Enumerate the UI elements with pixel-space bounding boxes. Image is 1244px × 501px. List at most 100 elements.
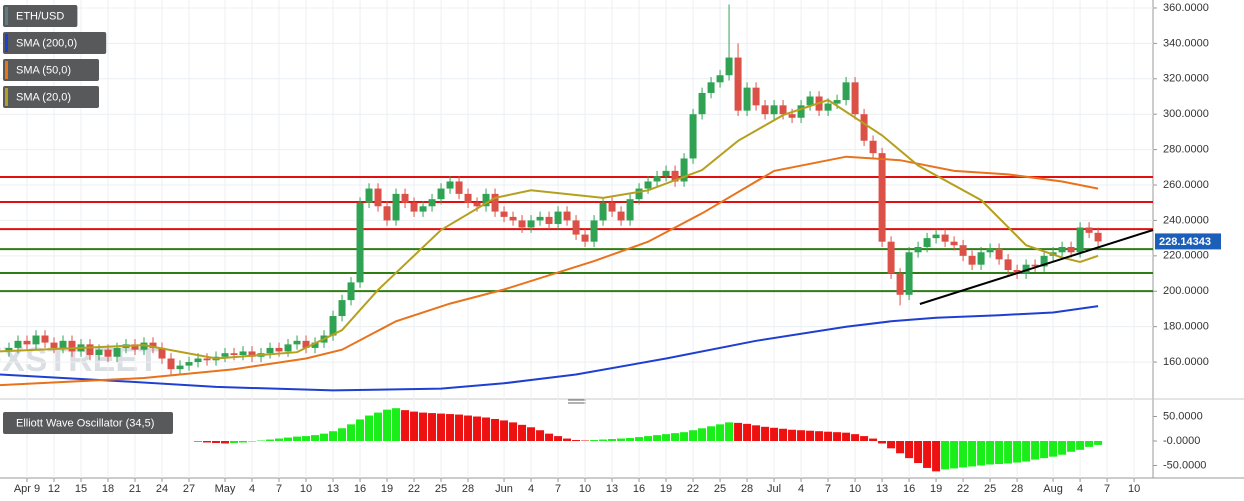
labels-layer: 160.0000 180.0000 200.0000 220.0000 240.0000… xyxy=(3,2,1221,495)
candle-body xyxy=(977,252,985,265)
candle-body xyxy=(338,300,346,317)
x-tick-label: 22 xyxy=(408,483,420,495)
ewo-bar xyxy=(581,440,590,442)
candle-body xyxy=(1058,246,1066,253)
candle-body xyxy=(671,170,679,182)
ewo-bar xyxy=(914,441,923,464)
ewo-bar xyxy=(869,438,878,441)
ewo-bar xyxy=(698,428,707,441)
candle-body xyxy=(23,340,31,345)
y-tick-label: 320.0000 xyxy=(1163,73,1209,85)
candle-body xyxy=(599,202,607,221)
candle-body xyxy=(491,193,499,212)
y-tick-label: 300.0000 xyxy=(1163,108,1209,120)
y-tick-label: 340.0000 xyxy=(1163,37,1209,49)
ewo-bar xyxy=(644,436,653,441)
candle-body xyxy=(617,211,625,221)
ewo-bar xyxy=(887,441,896,449)
ewo-bar xyxy=(239,441,248,443)
candle-body xyxy=(5,347,13,352)
ewo-bar xyxy=(329,431,338,441)
x-tick-label: 7 xyxy=(276,483,282,495)
candle-body xyxy=(752,87,760,106)
ewo-tick-label: -50.0000 xyxy=(1163,459,1206,471)
candle-body xyxy=(779,105,787,115)
ewo-bar xyxy=(293,436,302,441)
candle-body xyxy=(428,199,436,207)
ewo-bar xyxy=(986,441,995,465)
y-tick-label: 180.0000 xyxy=(1163,321,1209,333)
candle-body xyxy=(59,340,67,348)
candle-body xyxy=(860,114,868,141)
candle-body xyxy=(1022,264,1030,274)
ewo-bar xyxy=(401,410,410,441)
ewo-title: Elliott Wave Oscillator (34,5) xyxy=(16,417,154,429)
ewo-bar xyxy=(428,413,437,441)
candle-body xyxy=(995,248,1003,260)
legend-box xyxy=(3,59,99,81)
candle-body xyxy=(842,82,850,101)
ewo-bar xyxy=(950,441,959,469)
ewo-bar xyxy=(725,422,734,441)
ewo-bar xyxy=(860,436,869,441)
ewo-bar xyxy=(761,426,770,441)
candle-body xyxy=(1004,259,1012,271)
ewo-bar xyxy=(824,431,833,441)
x-tick-label: Jun xyxy=(495,483,513,495)
x-tick-label: Jul xyxy=(767,483,781,495)
candle-body xyxy=(194,358,202,363)
lines-layer xyxy=(0,98,1154,392)
y-tick-label: 280.0000 xyxy=(1163,144,1209,156)
ewo-bar xyxy=(896,441,905,454)
x-tick-label: 13 xyxy=(327,483,339,495)
candle-body xyxy=(743,87,751,111)
ewo-bar xyxy=(626,438,635,441)
ewo-tick-label: 50.0000 xyxy=(1163,410,1203,422)
ewo-bar xyxy=(1085,441,1094,447)
candle-body xyxy=(734,57,742,111)
sma-line xyxy=(0,305,1099,392)
candle-body xyxy=(41,335,49,343)
legend-label: SMA (20,0) xyxy=(16,91,71,103)
candle-body xyxy=(626,199,634,221)
ewo-bar xyxy=(707,426,716,441)
ewo-bar xyxy=(959,441,968,468)
ewo-bar xyxy=(590,440,599,441)
x-tick-label: 25 xyxy=(984,483,996,495)
y-tick-label: 360.0000 xyxy=(1163,2,1209,14)
ewo-bar xyxy=(1013,441,1022,463)
candle-body xyxy=(932,234,940,239)
candle-body xyxy=(968,255,976,265)
ewo-bar xyxy=(941,441,950,470)
candle-body xyxy=(311,342,319,348)
x-tick-label: 19 xyxy=(381,483,393,495)
ewo-bar xyxy=(302,436,311,441)
ewo-bar xyxy=(851,434,860,441)
candle-body xyxy=(869,140,877,154)
candle-body xyxy=(86,344,94,355)
ewo-title-box xyxy=(3,412,173,434)
x-tick-label: 10 xyxy=(579,483,591,495)
ewo-tick-label: -0.0000 xyxy=(1163,435,1200,447)
candle-body xyxy=(176,365,184,370)
ewo-bar xyxy=(743,423,752,441)
x-tick-label: Aug xyxy=(1043,483,1063,495)
x-tick-label: May xyxy=(215,483,236,495)
candle-body xyxy=(581,234,589,242)
ewo-bar xyxy=(194,441,203,442)
candle-body xyxy=(32,335,40,345)
candle-body xyxy=(770,105,778,115)
candle-body xyxy=(1067,246,1075,253)
x-tick-label: 7 xyxy=(825,483,831,495)
candle-body xyxy=(896,273,904,295)
candle-body xyxy=(356,202,364,283)
candle-body xyxy=(230,353,238,355)
candle-body xyxy=(446,181,454,189)
ewo-bar xyxy=(680,432,689,441)
legend-label: SMA (200,0) xyxy=(16,37,77,49)
x-tick-label: 18 xyxy=(102,483,114,495)
x-tick-label: 28 xyxy=(462,483,474,495)
candle-body xyxy=(563,211,571,221)
ewo-bar xyxy=(734,422,743,441)
ewo-bar xyxy=(203,441,212,443)
